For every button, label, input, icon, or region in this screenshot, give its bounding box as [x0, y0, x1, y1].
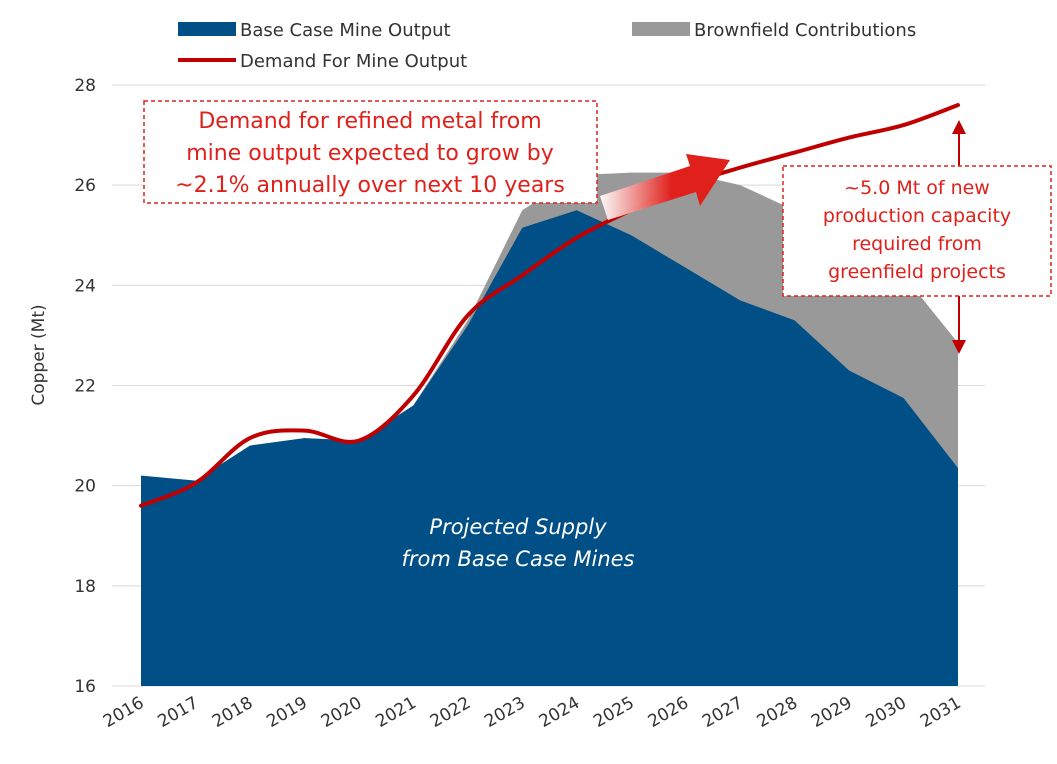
x-tick-label-2031: 2031 — [917, 693, 964, 732]
x-tick-label-2017: 2017 — [154, 693, 201, 732]
greenfield-annotation: ~5.0 Mt of new production capacity requi… — [782, 165, 1052, 297]
demand-growth-annotation: Demand for refined metal from mine outpu… — [143, 100, 598, 204]
y-axis-ticks: 16 18 20 22 24 26 28 — [74, 76, 96, 697]
x-tick-label-2022: 2022 — [427, 693, 474, 732]
gap-arrow-head-top — [952, 120, 966, 134]
x-tick-label-2018: 2018 — [209, 693, 256, 732]
greenfield-line-3: required from — [852, 233, 982, 255]
greenfield-line-1: ~5.0 Mt of new — [844, 177, 990, 199]
greenfield-line-2: production capacity — [823, 205, 1011, 227]
legend-label-brownfield: Brownfield Contributions — [694, 20, 916, 41]
y-tick-label-20: 20 — [74, 477, 96, 497]
demand-line-group — [139, 103, 960, 508]
demand-growth-line-2: mine output expected to grow by — [186, 141, 554, 166]
x-tick-label-2019: 2019 — [263, 693, 310, 732]
legend-swatch-brownfield — [632, 22, 690, 36]
y-tick-label-22: 22 — [74, 377, 96, 397]
supply-annotation: Projected Supply from Base Case Mines — [401, 515, 634, 571]
plot-areas — [141, 172, 958, 687]
x-tick-label-2025: 2025 — [590, 693, 637, 732]
growth-arrow — [600, 154, 730, 220]
legend-label-base-case: Base Case Mine Output — [240, 20, 451, 41]
growth-arrow-shape — [600, 154, 730, 220]
y-axis-title: Copper (Mt) — [29, 304, 49, 405]
supply-annotation-line-2: from Base Case Mines — [401, 547, 634, 571]
y-tick-label-18: 18 — [74, 577, 96, 597]
greenfield-line-4: greenfield projects — [828, 261, 1006, 283]
x-tick-label-2026: 2026 — [645, 693, 692, 732]
x-tick-label-2023: 2023 — [481, 693, 528, 732]
x-tick-label-2016: 2016 — [100, 693, 147, 732]
x-tick-label-2030: 2030 — [863, 693, 910, 732]
x-tick-label-2021: 2021 — [372, 693, 419, 732]
y-tick-label-24: 24 — [74, 276, 96, 296]
y-tick-label-26: 26 — [74, 176, 96, 196]
legend-swatch-base-case — [178, 22, 236, 36]
base-case-mine-output-area — [141, 210, 958, 687]
x-tick-label-2029: 2029 — [808, 693, 855, 732]
x-tick-label-2028: 2028 — [754, 693, 801, 732]
x-tick-label-2024: 2024 — [536, 693, 583, 732]
y-tick-label-16: 16 — [74, 677, 96, 697]
x-tick-label-2027: 2027 — [699, 693, 746, 732]
legend-label-demand: Demand For Mine Output — [240, 51, 467, 72]
x-axis-ticks: 2016 2017 2018 2019 2020 2021 2022 2023 2024 2025… — [100, 693, 964, 732]
demand-growth-line-3: ~2.1% annually over next 10 years — [175, 173, 565, 198]
y-tick-label-28: 28 — [74, 76, 96, 96]
demand-growth-box — [143, 100, 598, 204]
greenfield-box — [782, 165, 1052, 297]
legend: Base Case Mine Output Brownfield Contrib… — [178, 20, 916, 72]
gap-arrow-head-bottom — [952, 340, 966, 354]
demand-for-mine-output-line — [139, 103, 960, 508]
demand-growth-line-1: Demand for refined metal from — [198, 109, 541, 134]
x-tick-label-2020: 2020 — [318, 693, 365, 732]
supply-annotation-line-1: Projected Supply — [429, 515, 607, 539]
